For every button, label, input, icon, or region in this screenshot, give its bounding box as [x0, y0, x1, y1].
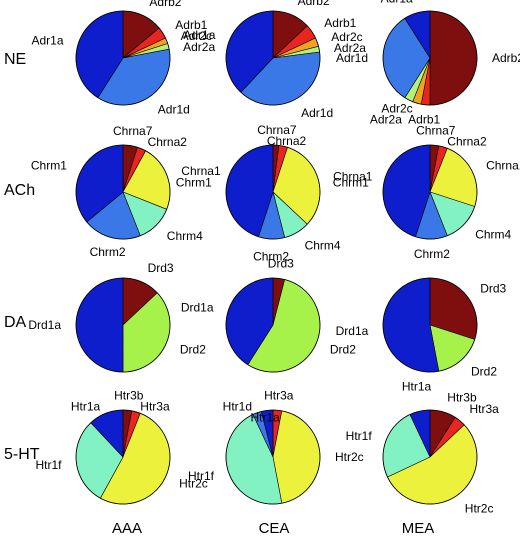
pie-outline — [75, 409, 171, 505]
slice-label-adr2a: Adr2a — [370, 113, 402, 127]
slice-adrb2 — [429, 10, 478, 106]
row-label-da: DA — [4, 314, 27, 331]
slice-label-chrm4: Chrm4 — [167, 229, 203, 243]
slice-label-drd1a: Drd1a — [28, 318, 61, 332]
pie-outline — [225, 10, 321, 106]
slice-label-htr1f: Htr1f — [188, 469, 215, 483]
slice-label-adr1d: Adr1d — [301, 106, 333, 120]
pie-outline — [75, 10, 171, 106]
pie-outline — [382, 10, 478, 106]
slice-label-chrm2: Chrm2 — [253, 249, 289, 263]
slice-label-adrb2: Adrb2 — [298, 0, 330, 8]
slice-label-chrm1: Chrm1 — [333, 175, 369, 189]
slice-label-adr2c: Adr2c — [181, 29, 212, 43]
slice-label-drd2: Drd2 — [330, 343, 356, 357]
slice-label-adr1d: Adr1d — [336, 51, 368, 65]
slice-label-htr1f: Htr1f — [346, 429, 373, 443]
slice-htr2c — [272, 410, 321, 504]
pie-da-aaa: Drd3 Drd2 Drd1a — [28, 261, 206, 373]
slice-label-adr1d: Adr1d — [158, 102, 190, 116]
column-label-mea: MEA — [401, 520, 435, 537]
pie-outline — [382, 144, 478, 240]
slice-label-chrna7: Chrna7 — [416, 123, 456, 137]
slice-label-htr3b: Htr3b — [447, 391, 477, 405]
slice-label-adrb1: Adrb1 — [408, 113, 440, 127]
slice-label-drd1a: Drd1a — [336, 324, 369, 338]
slice-label-chrm1: Chrm1 — [176, 175, 212, 189]
pie-outline — [75, 277, 171, 373]
slice-label-adrb2: Adrb2 — [149, 0, 181, 9]
slice-label-chrm2: Chrm2 — [90, 245, 126, 259]
slice-label-adr2c: Adr2c — [331, 30, 362, 44]
column-label-aaa: AAA — [111, 520, 143, 537]
slice-drd1a — [75, 277, 124, 373]
slice-label-htr1a: Htr1a — [251, 410, 281, 424]
slice-label-adr2c: Adr2c — [381, 102, 412, 116]
slice-label-chrna7: Chrna7 — [113, 124, 153, 138]
slice-label-htr1f: Htr1f — [35, 458, 62, 472]
pie-outline — [382, 409, 478, 505]
slice-label-adr1a: Adr1a — [183, 28, 215, 42]
slice-label-adr1a: Adr1a — [31, 34, 63, 48]
row-label-5ht: 5-HT — [4, 446, 40, 463]
slice-label-htr3a: Htr3a — [470, 402, 500, 416]
slice-label-drd2: Drd2 — [471, 365, 497, 379]
slice-label-htr3a: Htr3a — [140, 399, 170, 413]
slice-label-chrna1: Chrna1 — [181, 164, 221, 178]
pie-outline — [382, 277, 478, 373]
pie-da-mea: Drd3 Drd2 Drd1a — [336, 277, 507, 379]
slice-label-drd2: Drd2 — [180, 343, 206, 357]
slice-label-chrm1: Chrm1 — [31, 159, 67, 173]
row-label-ne: NE — [4, 51, 27, 68]
slice-label-chrna7: Chrna7 — [257, 123, 297, 137]
pie-outline — [75, 144, 171, 240]
slice-label-chrna2: Chrna2 — [267, 134, 307, 148]
pie-da-cea: Drd3 Drd2 Drd1a — [181, 257, 356, 373]
slice-label-adr2a: Adr2a — [183, 40, 215, 54]
slice-label-adr2a: Adr2a — [334, 41, 366, 55]
slice-label-drd3: Drd3 — [268, 257, 294, 271]
pie-outline — [225, 144, 321, 240]
slice-label-adr1a: Adr1a — [381, 0, 413, 6]
slice-label-htr3b: Htr3b — [114, 388, 144, 402]
pie-outline — [225, 277, 321, 373]
slice-label-adrb2: Adrb2 — [492, 51, 520, 65]
slice-label-htr1a: Htr1a — [71, 399, 101, 413]
slice-label-drd3: Drd3 — [148, 261, 174, 275]
slice-label-chrna2: Chrna2 — [148, 135, 188, 149]
slice-label-chrna1: Chrna1 — [333, 170, 373, 184]
slice-label-htr1d: Htr1d — [223, 399, 252, 413]
slice-label-chrna1: Chrna1 — [486, 159, 520, 173]
slice-label-chrm4: Chrm4 — [305, 238, 341, 252]
slice-label-adrb1: Adrb1 — [175, 18, 207, 32]
slice-label-chrna2: Chrna2 — [447, 134, 487, 148]
slice-label-htr2c: Htr2c — [179, 476, 208, 490]
slice-label-drd1a: Drd1a — [181, 301, 214, 315]
row-label-ach: ACh — [4, 182, 36, 199]
slice-label-drd3: Drd3 — [480, 282, 506, 296]
slice-label-htr3a: Htr3a — [264, 388, 294, 402]
slice-label-chrm2: Chrm2 — [414, 247, 450, 261]
slice-label-chrm4: Chrm4 — [475, 227, 511, 241]
slice-label-htr1a: Htr1a — [402, 380, 432, 394]
slice-label-adrb1: Adrb1 — [324, 16, 356, 30]
column-label-cea: CEA — [258, 520, 290, 537]
pie-outline — [225, 409, 321, 505]
slice-label-htr2c: Htr2c — [335, 450, 364, 464]
slice-label-htr2c: Htr2c — [465, 501, 494, 515]
